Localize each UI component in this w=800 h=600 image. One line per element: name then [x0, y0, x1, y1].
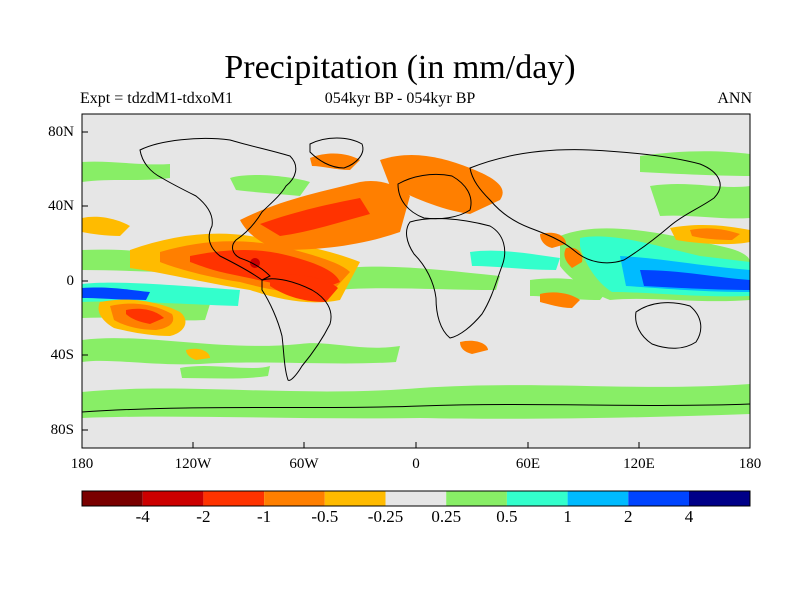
west-africa-wet-patch	[470, 250, 560, 270]
lat-label-40s: 40S	[50, 347, 74, 363]
colorbar-border	[81, 490, 751, 507]
lon-label-120w: 120W	[174, 456, 212, 472]
colorbar-label: -4	[135, 507, 150, 526]
africa-outline	[406, 218, 506, 339]
colorbar-swatch-9	[567, 491, 629, 506]
north-west-pacific-wet-patch	[650, 184, 750, 219]
colorbar-label: 2	[624, 507, 633, 526]
north-atlantic-dry-strong	[260, 198, 370, 236]
equatorial-pacific-wet-extreme	[82, 287, 150, 300]
eastern-pacific-dry-extreme-core	[250, 258, 260, 268]
europe-dry-mid	[380, 154, 503, 214]
europe-outline	[397, 173, 472, 220]
north-pacific-wet-patch	[82, 161, 170, 182]
colorbar-label: -1	[257, 507, 272, 526]
lat-label-80n: 80N	[48, 124, 74, 140]
precip-anomaly-field	[82, 137, 750, 419]
colorbar-swatch-8	[506, 491, 568, 506]
south-atlantic-dry-patch	[460, 340, 488, 354]
south-america-outline	[261, 278, 332, 381]
lat-label-0: 0	[66, 273, 75, 289]
colorbar-swatch-1	[82, 491, 143, 506]
colorbar-label: -0.5	[311, 507, 339, 526]
north-america-wet-patch	[230, 175, 310, 196]
north-pacific-dry-weak	[82, 216, 130, 236]
greenland-outline	[309, 137, 364, 169]
greenland-dry-mid	[310, 153, 360, 170]
colorbar-swatch-10	[628, 491, 689, 506]
experiment-label: Expt = tdzdM1-tdxoM1	[80, 90, 234, 107]
colorbar	[81, 490, 751, 507]
arctic-east-wet-patch	[640, 151, 750, 176]
colorbar-swatch-3	[203, 491, 265, 506]
colorbar-swatch-6	[385, 491, 447, 506]
colorbar-label: 4	[684, 507, 694, 526]
asia-outline	[469, 149, 721, 264]
colorbar-label: 0.25	[431, 507, 462, 526]
period-label: 054kyr BP - 054kyr BP	[324, 90, 476, 107]
season-label: ANN	[717, 90, 752, 107]
colorbar-label: 1	[563, 507, 572, 526]
north-america-outline	[139, 138, 297, 281]
lon-label-120e: 120E	[623, 456, 655, 472]
australia-outline	[635, 302, 702, 349]
north-west-pacific-dry-mid	[690, 228, 740, 240]
coastlines	[82, 137, 750, 413]
lon-label-180w: 180	[70, 456, 94, 472]
atlantic-itcz-wet-band	[330, 266, 500, 290]
south-indian-dry-patch	[540, 292, 580, 308]
lon-label-60e: 60E	[515, 456, 541, 472]
lon-label-0: 0	[412, 456, 420, 472]
colorbar-swatch-11	[689, 491, 750, 506]
colorbar-label: 0.5	[496, 507, 518, 526]
plot-title: Precipitation (in mm/day)	[224, 49, 576, 86]
colorbar-swatch-5	[324, 491, 386, 506]
southern-ocean-wet-band	[82, 384, 750, 419]
south-pacific-wet-patch	[180, 366, 270, 379]
lat-label-80s: 80S	[50, 422, 74, 438]
south-pacific-dry-patch	[186, 348, 210, 360]
bay-of-bengal-dry-patch	[564, 247, 583, 268]
west-pacific-wet-extreme	[640, 270, 750, 290]
colorbar-label: -2	[196, 507, 211, 526]
antarctica-outline	[82, 403, 750, 413]
arabian-sea-dry-patch	[540, 232, 566, 248]
colorbar-swatch-2	[142, 491, 204, 506]
axis-ticks	[82, 131, 640, 448]
amazon-dry-strong	[270, 274, 338, 302]
lon-label-180e: 180	[738, 456, 762, 472]
colorbar-swatch-4	[264, 491, 325, 506]
lat-label-40n: 40N	[48, 198, 74, 214]
lon-label-60w: 60W	[289, 456, 319, 472]
colorbar-swatch-7	[446, 491, 507, 506]
south-pacific-wet-band	[82, 338, 400, 365]
south-pacific-dry-strong	[126, 308, 164, 324]
colorbar-label: -0.25	[367, 507, 404, 526]
